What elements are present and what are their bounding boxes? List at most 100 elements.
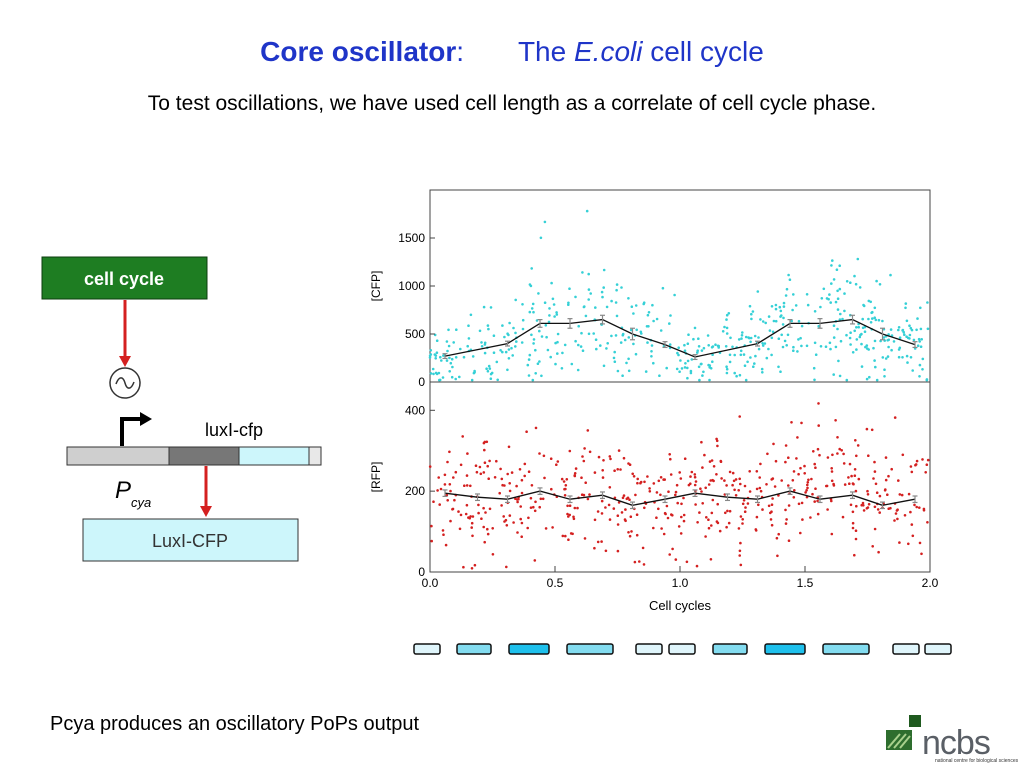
cfp-data-point [482,305,486,309]
rfp-data-point [728,509,732,513]
cfp-data-point [679,359,682,362]
rfp-data-point [811,492,814,496]
cfp-data-point [813,341,817,345]
promoter-arrowhead-icon [140,412,152,426]
rfp-data-point [787,456,790,460]
rfp-data-point [856,444,860,447]
rfp-data-point [617,449,621,452]
rfp-data-point [664,512,667,516]
rfp-data-point [884,456,888,459]
cfp-data-point [858,335,862,339]
rfp-data-point [806,483,809,487]
cfp-data-point [659,329,663,332]
cfp-data-point [521,327,525,331]
rfp-data-point [625,497,629,501]
rfp-data-point [738,554,741,557]
cfp-data-point [632,312,635,315]
cfp-data-point [832,336,836,339]
x-tick-label: 1.5 [797,576,814,590]
rfp-data-point [609,457,612,461]
rfp-data-point [809,516,812,519]
rfp-data-point [884,478,888,482]
cfp-data-point [919,306,922,310]
rfp-data-point [498,491,501,495]
cfp-data-point [782,301,786,305]
cfp-data-point [735,374,738,378]
cfp-data-point [767,315,771,318]
cfp-data-point [774,319,778,323]
rfp-data-point [754,528,758,531]
rfp-data-point [770,523,774,527]
cfp-data-point [863,330,867,333]
cfp-data-point [627,297,630,300]
rfp-data-point [507,445,511,449]
rfp-data-point [446,499,449,502]
cfp-data-point [909,356,913,359]
rfp-data-point [516,500,519,504]
cfp-data-point [919,327,923,331]
cfp-data-point [555,311,558,314]
rfp-data-point [677,525,681,528]
rfp-data-point [629,515,633,518]
rfp-data-point [443,483,447,486]
cfp-data-point [601,295,604,299]
cfp-data-point [697,365,701,369]
rfp-data-point [767,504,771,508]
cfp-data-point [699,362,703,366]
rfp-data-point [529,496,533,500]
rfp-data-point [576,506,579,510]
rfp-data-point [893,519,896,522]
rfp-data-point [563,487,566,491]
rfp-data-point [430,539,433,543]
cfp-data-point [577,324,580,328]
rfp-data-point [855,454,858,458]
rfp-data-point [432,500,435,504]
cfp-data-point [528,283,532,286]
cfp-data-point [890,348,893,352]
rfp-data-point [564,484,568,487]
cfp-data-point [772,319,776,323]
cfp-data-point [437,371,441,375]
rfp-data-point [627,531,630,534]
cell-segment [413,643,441,655]
cfp-data-point [556,340,559,344]
cfp-data-point [686,366,689,370]
protein-label: LuxI-CFP [152,531,228,551]
cfp-data-point [765,356,769,360]
rfp-data-point [784,508,787,512]
rfp-data-point [806,481,810,484]
rfp-data-point [602,459,605,462]
rfp-data-point [453,498,456,502]
cfp-data-point [554,362,557,366]
rfp-data-point [520,521,524,525]
rfp-data-point [741,522,744,525]
cfp-data-point [507,348,511,351]
cfp-data-point [615,288,618,292]
rfp-data-point [812,450,815,453]
rfp-data-point [719,460,723,464]
cfp-data-point [878,283,882,286]
rfp-data-point [463,484,466,488]
rfp-data-point [488,459,491,463]
rfp-data-point [506,472,509,476]
cfp-data-point [921,357,925,361]
cfp-data-point [552,303,556,306]
rfp-data-point [731,483,734,487]
cfp-data-point [865,377,869,381]
rfp-data-point [830,532,834,536]
rfp-data-point [477,503,480,507]
rfp-data-point [743,484,747,488]
rfp-data-point [733,488,736,492]
cfp-data-point [874,365,877,369]
cfp-data-point [889,328,893,331]
rfp-data-point [565,478,569,481]
cfp-data-point [838,318,842,321]
cfp-data-point [858,286,862,289]
cfp-data-point [725,326,729,330]
cfp-data-point [757,336,760,339]
rfp-data-point [568,449,572,453]
cfp-data-point [435,339,439,342]
cfp-data-point [820,297,824,300]
rfp-data-point [734,478,738,481]
rfp-data-point [464,512,468,516]
